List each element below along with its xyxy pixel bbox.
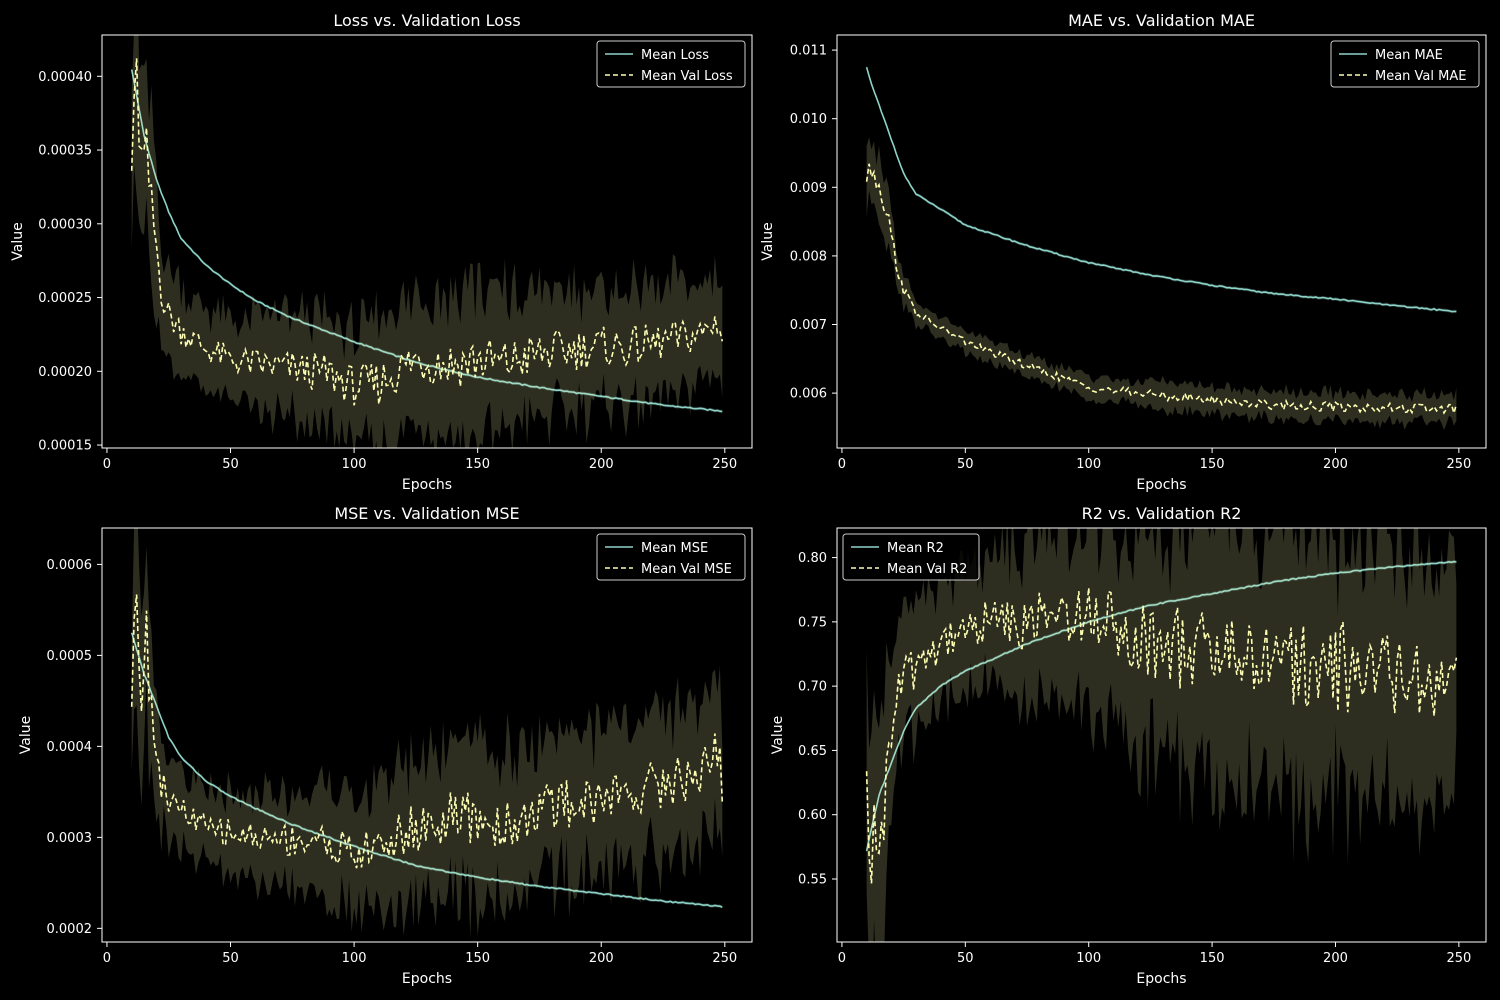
- x-tick-label: 150: [465, 951, 490, 966]
- x-axis-label: Epochs: [1136, 477, 1186, 493]
- x-tick-label: 100: [1076, 457, 1101, 472]
- axes-frame: [101, 34, 753, 449]
- y-tick-label: 0.00030: [38, 217, 92, 232]
- axes-frame: [836, 527, 1487, 943]
- chart-title: R2 vs. Validation R2: [1082, 504, 1242, 523]
- x-tick-label: 100: [1076, 951, 1101, 966]
- plot-area: [130, 35, 724, 448]
- x-tick-label: 0: [838, 457, 846, 472]
- legend: Mean MAE Mean Val MAE: [1330, 40, 1480, 88]
- x-tick-label: 150: [1200, 951, 1225, 966]
- x-tick-label: 50: [222, 951, 239, 966]
- y-tick-label: 0.00040: [38, 70, 92, 85]
- x-tick-label: 250: [1446, 457, 1471, 472]
- y-tick-label: 0.006: [790, 387, 827, 402]
- y-tick-label: 0.00035: [38, 144, 92, 159]
- chart-title: Loss vs. Validation Loss: [333, 11, 520, 30]
- series-band-1: [866, 137, 1457, 431]
- legend-entry-1: Mean Val Loss: [641, 69, 733, 84]
- series-line-0: [865, 560, 1457, 852]
- legend-entry-1: Mean Val R2: [887, 562, 967, 577]
- series-line-1: [130, 58, 724, 406]
- x-tick-label: 200: [589, 457, 614, 472]
- x-axis-label: Epochs: [1136, 971, 1186, 987]
- y-tick-label: 0.0002: [47, 922, 93, 937]
- y-tick-label: 0.60: [798, 808, 827, 823]
- series-line-1: [865, 587, 1458, 884]
- x-tick-label: 50: [957, 457, 974, 472]
- axes-frame: [836, 34, 1487, 449]
- legend-entry-0: Mean R2: [887, 541, 944, 556]
- series-band-1: [866, 528, 1457, 942]
- y-tick-label: 0.009: [790, 181, 827, 196]
- legend-entry-1: Mean Val MSE: [641, 562, 732, 577]
- y-tick-label: 0.65: [798, 744, 827, 759]
- series-line-0: [130, 632, 723, 908]
- y-axis-label: Value: [10, 222, 26, 260]
- x-tick-label: 50: [222, 457, 239, 472]
- plot-area: [865, 528, 1458, 942]
- y-tick-label: 0.55: [798, 873, 827, 888]
- x-tick-label: 150: [465, 457, 490, 472]
- x-axis-label: Epochs: [402, 477, 452, 493]
- x-tick-label: 0: [103, 457, 111, 472]
- y-tick-label: 0.0005: [47, 649, 93, 664]
- subplot-2: 0 50 100 150 200 250 0.0002 0.0003 0.0004 0.0005 0…: [18, 504, 753, 987]
- series-line-1: [865, 163, 1458, 417]
- legend: Mean MSE Mean Val MSE: [596, 533, 746, 581]
- legend-box: [596, 40, 746, 88]
- x-tick-label: 0: [838, 951, 846, 966]
- y-tick-label: 0.70: [798, 680, 827, 695]
- chart-title: MSE vs. Validation MSE: [334, 504, 519, 523]
- subplot-3: 0 50 100 150 200 250 0.55 0.60 0.65 0.70 0.75 0.80 R…: [770, 504, 1487, 987]
- x-tick-label: 250: [712, 951, 737, 966]
- legend-box: [1330, 40, 1480, 88]
- x-tick-label: 200: [589, 951, 614, 966]
- y-tick-label: 0.00015: [38, 439, 92, 454]
- legend-entry-0: Mean MSE: [641, 541, 708, 556]
- plot-area: [865, 65, 1458, 431]
- y-tick-label: 0.0003: [47, 831, 93, 846]
- x-tick-label: 100: [342, 457, 367, 472]
- y-axis-label: Value: [770, 716, 786, 754]
- series-line-0: [865, 66, 1457, 313]
- x-tick-label: 200: [1323, 951, 1348, 966]
- x-axis-label: Epochs: [402, 971, 452, 987]
- axes-frame: [101, 527, 753, 943]
- plot-area: [130, 528, 724, 939]
- y-tick-label: 0.00020: [38, 365, 92, 380]
- legend-entry-1: Mean Val MAE: [1375, 69, 1466, 84]
- y-tick-label: 0.0006: [47, 558, 93, 573]
- y-axis-label: Value: [760, 222, 776, 260]
- subplot-0: 0 50 100 150 200 250 0.00015 0.00020 0.00025 0.00…: [10, 11, 753, 493]
- y-axis-label: Value: [18, 716, 34, 754]
- legend-entry-0: Mean MAE: [1375, 48, 1443, 63]
- x-tick-label: 150: [1200, 457, 1225, 472]
- y-tick-label: 0.75: [798, 615, 827, 630]
- legend-box: [596, 533, 746, 581]
- y-tick-label: 0.010: [790, 112, 827, 127]
- x-tick-label: 0: [103, 951, 111, 966]
- legend: Mean R2 Mean Val R2: [842, 533, 980, 581]
- series-line-0: [130, 69, 723, 413]
- subplot-1: 0 50 100 150 200 250 0.006 0.007 0.008 0.009 0.010…: [760, 11, 1487, 493]
- x-tick-label: 100: [342, 951, 367, 966]
- y-tick-label: 0.011: [790, 44, 827, 59]
- y-tick-label: 0.00025: [38, 291, 92, 306]
- legend-entry-0: Mean Loss: [641, 48, 709, 63]
- x-tick-label: 250: [712, 457, 737, 472]
- series-band-1: [131, 528, 723, 939]
- legend: Mean Loss Mean Val Loss: [596, 40, 746, 88]
- y-tick-label: 0.007: [790, 318, 827, 333]
- y-tick-label: 0.008: [790, 249, 827, 264]
- y-tick-label: 0.80: [798, 551, 827, 566]
- x-tick-label: 200: [1323, 457, 1348, 472]
- y-tick-label: 0.0004: [47, 740, 93, 755]
- x-tick-label: 250: [1446, 951, 1471, 966]
- x-tick-label: 50: [957, 951, 974, 966]
- chart-title: MAE vs. Validation MAE: [1068, 11, 1255, 30]
